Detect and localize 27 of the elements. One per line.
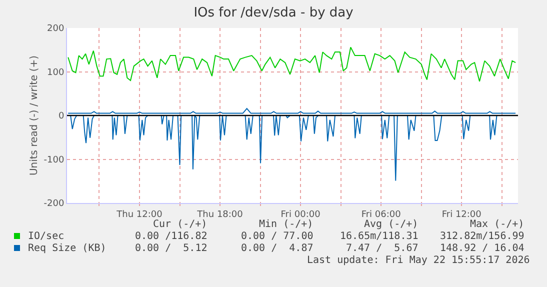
y-tick-label: -200 xyxy=(44,199,64,210)
text: Min (-/+) xyxy=(259,219,314,230)
y-tick-label: 0 xyxy=(58,112,64,122)
text: Cur (-/+) xyxy=(153,219,208,230)
chart-title: IOs for /dev/sda - by day xyxy=(194,6,354,21)
text: 0.00 / 77.00 xyxy=(241,231,314,242)
x-tick-label: Fri 06:00 xyxy=(361,210,402,220)
y-tick-label: 200 xyxy=(47,24,64,34)
x-tick-label: Fri 12:00 xyxy=(442,210,482,220)
text: 0.00 / 5.12 xyxy=(135,243,208,254)
text: 7.47 / 5.67 xyxy=(346,243,418,254)
text: 312.82m/156.99 xyxy=(440,231,524,242)
text: Max (-/+) xyxy=(470,219,524,230)
text: 16.65m/118.31 xyxy=(340,231,418,242)
text: Avg (-/+) xyxy=(364,219,418,230)
text: 0.00 / 4.87 xyxy=(241,243,314,254)
y-tick-label: 100 xyxy=(47,68,64,78)
legend-label: IO/sec xyxy=(28,231,64,242)
text: 148.92 / 16.04 xyxy=(440,243,524,254)
y-tick-label: -100 xyxy=(44,155,64,166)
y-axis-title: Units read (-) / write (+) xyxy=(28,55,40,176)
text: 0.00 /116.82 xyxy=(135,231,208,242)
x-tick-label: Thu 18:00 xyxy=(196,210,244,220)
text: Last update: Fri May 22 15:55:17 2026 xyxy=(307,255,530,266)
x-tick-label: Fri 00:00 xyxy=(280,210,321,220)
x-tick-label: Thu 12:00 xyxy=(116,210,163,220)
legend-label: Req Size (KB) xyxy=(28,243,106,254)
